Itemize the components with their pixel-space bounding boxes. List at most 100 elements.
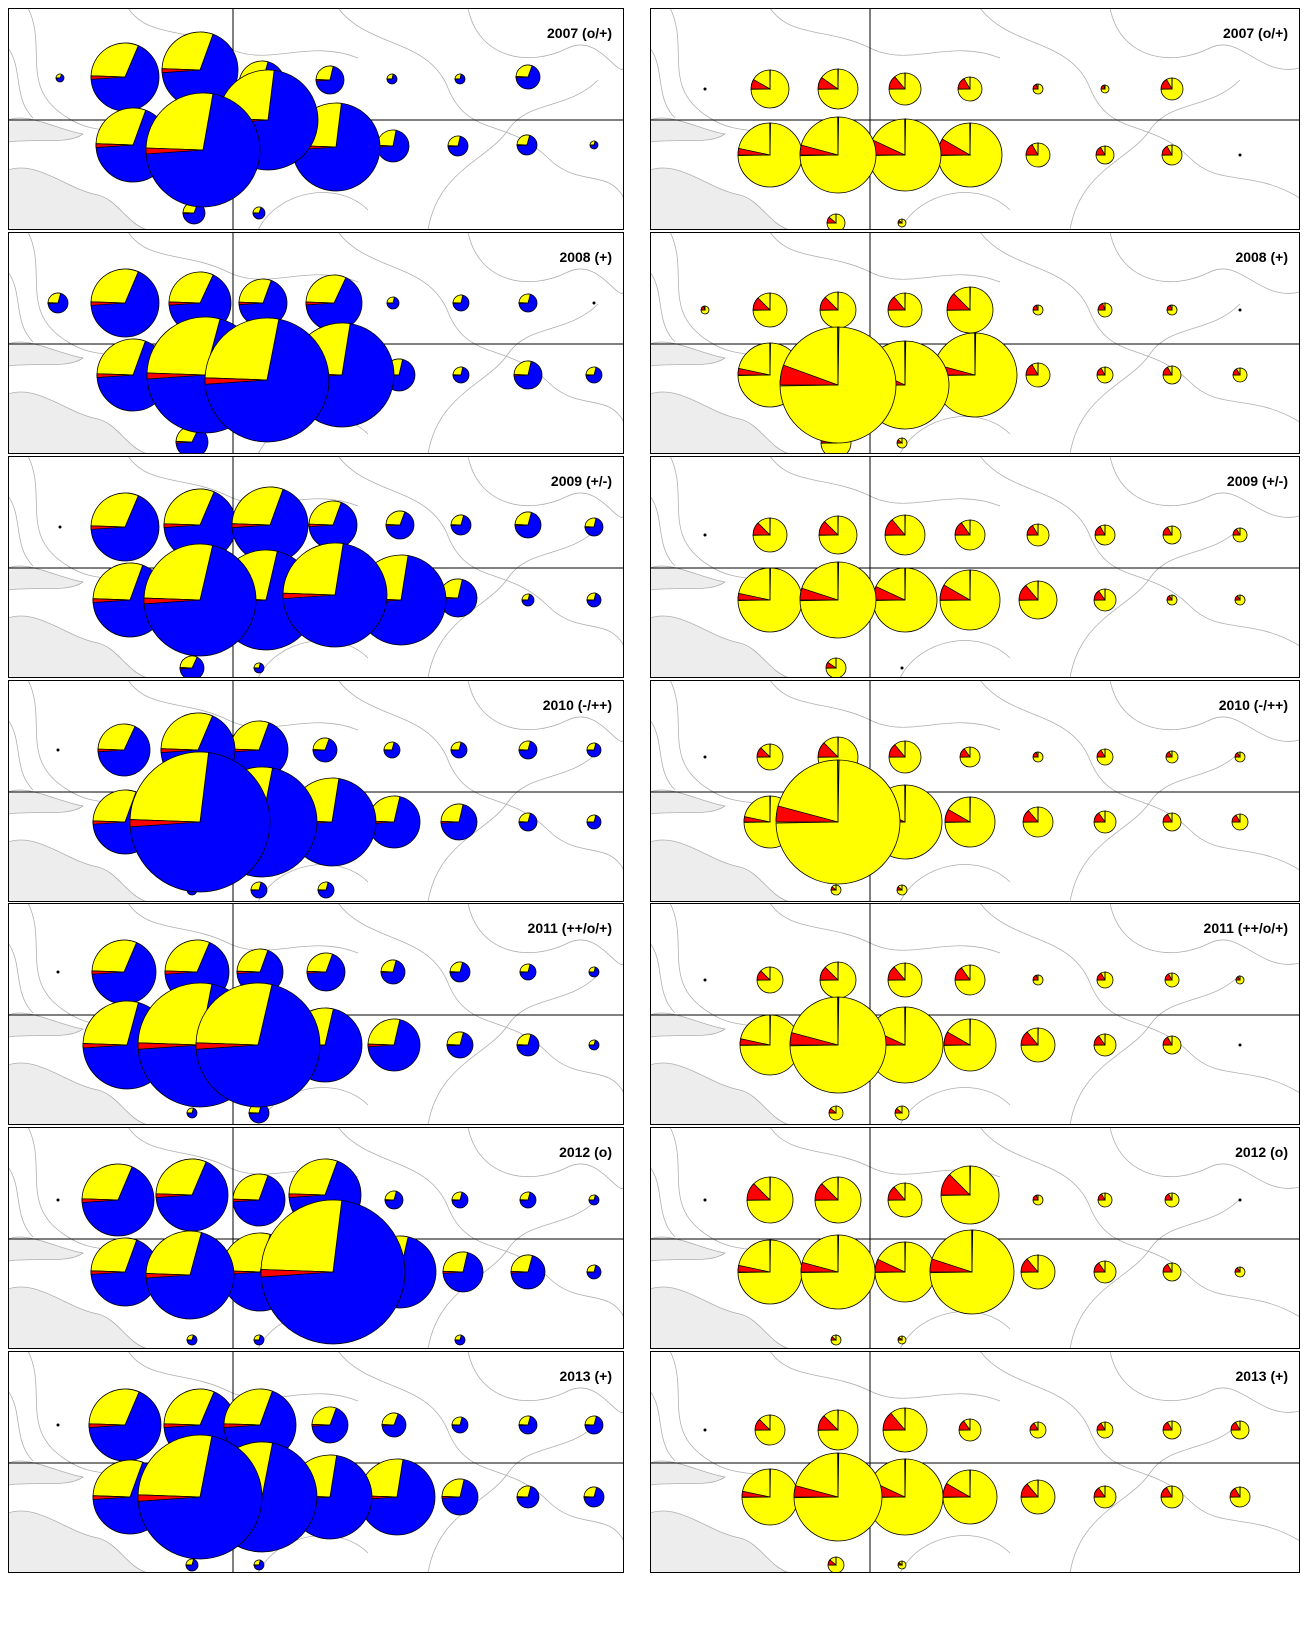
pie-slice-red	[817, 742, 839, 758]
coastline	[1069, 79, 1241, 230]
pie-slice-yellow	[585, 366, 597, 376]
coastline	[979, 456, 1300, 647]
pie-slice-blue	[143, 543, 257, 657]
coastline	[467, 1351, 624, 1413]
pie-slice-red	[887, 1186, 906, 1201]
pie-slice-yellow	[1160, 77, 1184, 101]
pie-slice-yellow	[904, 784, 907, 823]
landmass	[8, 615, 149, 678]
pie-slice-yellow	[937, 122, 1003, 188]
pie-slice-red	[1162, 813, 1173, 823]
pie-glyph	[818, 515, 858, 555]
coastline	[650, 719, 676, 791]
pie-slice-blue	[515, 64, 541, 90]
pie-slice-red	[288, 1193, 326, 1198]
coastline	[1109, 8, 1300, 70]
pie-slice-red	[451, 1199, 461, 1201]
pie-slice-yellow	[1093, 588, 1117, 612]
pie-glyph	[896, 884, 908, 896]
map-panel-left-2: 2009 (+/-)	[8, 456, 624, 678]
pie-slice-yellow	[943, 1018, 997, 1072]
coastline	[467, 232, 624, 294]
pie-glyph	[1097, 302, 1113, 318]
pie-slice-yellow	[586, 814, 597, 823]
coastline	[769, 8, 1001, 59]
pie-slice-yellow	[888, 740, 922, 774]
pie-dot	[56, 748, 60, 752]
map-canvas	[8, 680, 624, 902]
pie-slice-blue	[521, 593, 535, 607]
pie-slice-yellow	[253, 662, 261, 669]
pie-glyph	[887, 962, 923, 998]
pie-slice-red	[944, 808, 972, 823]
pie-glyph	[1093, 1260, 1117, 1284]
pie-slice-red	[1234, 1267, 1241, 1273]
pie-slice-red	[789, 1032, 839, 1046]
pie-slice-red	[752, 297, 771, 311]
pie-glyph	[1165, 750, 1179, 764]
pie-slice-red	[195, 1042, 259, 1050]
pie-slice-yellow	[518, 740, 531, 751]
pie-slice-yellow	[583, 1486, 598, 1498]
pie-glyph	[1018, 580, 1058, 620]
pie-slice-red	[168, 301, 201, 306]
pie-glyph	[252, 206, 266, 220]
pie-glyph	[386, 296, 400, 310]
pie-slice-red	[383, 749, 393, 751]
pie-slice-blue	[291, 102, 381, 192]
pie-glyph	[1093, 588, 1117, 612]
panel-year-label: 2007 (o/+)	[547, 25, 612, 41]
landmass	[650, 565, 727, 591]
coastline	[337, 680, 624, 871]
pie-glyph	[752, 517, 788, 553]
pie-slice-yellow	[288, 1158, 338, 1196]
pie-glyph	[588, 1194, 600, 1206]
map-panel-left-4: 2011 (++/o/+)	[8, 903, 624, 1125]
map-panel-right-3: 2010 (-/++)	[650, 680, 1300, 902]
pie-glyph	[90, 268, 160, 338]
pie-glyph	[897, 1560, 907, 1570]
landmass	[8, 1236, 85, 1262]
pie-slice-red	[380, 971, 394, 974]
pie-glyph	[385, 510, 415, 540]
pie-slice-yellow	[231, 486, 284, 526]
coastline	[979, 232, 1300, 423]
pie-slice-red	[454, 1339, 461, 1341]
pie-glyph	[737, 122, 803, 188]
pie-dot	[703, 1428, 707, 1432]
pie-slice-blue	[452, 366, 470, 384]
coastline	[979, 680, 1300, 871]
pie-slice-red	[238, 301, 264, 306]
pie-glyph	[143, 543, 257, 657]
pie-slice-red	[1100, 84, 1106, 90]
pie-slice-yellow	[168, 271, 214, 304]
pie-slice-red	[888, 744, 906, 758]
pie-slice-yellow	[516, 1033, 532, 1046]
pie-slice-yellow	[1032, 304, 1044, 316]
landmass	[8, 1460, 85, 1486]
map-panel-left-6: 2013 (+)	[8, 1351, 624, 1573]
pie-slice-red	[518, 1424, 529, 1427]
pie-slice-yellow	[971, 1229, 974, 1273]
pie-slice-red	[827, 1559, 838, 1566]
pie-slice-red	[817, 1415, 839, 1431]
pie-slice-red	[897, 1336, 904, 1341]
pie-glyph	[454, 1334, 466, 1346]
pie-glyph	[381, 1412, 407, 1438]
pie-slice-yellow	[519, 1191, 531, 1201]
pie-glyph	[756, 743, 784, 771]
pie-slice-yellow	[163, 488, 215, 526]
pie-slice-red	[1162, 366, 1173, 376]
panel-year-label: 2011 (++/o/+)	[1203, 920, 1288, 936]
coastline	[650, 495, 676, 567]
coastline	[467, 8, 624, 70]
pie-slice-yellow	[584, 517, 597, 528]
pie-glyph	[90, 42, 160, 112]
pie-glyph	[1025, 362, 1051, 388]
pie-glyph	[376, 129, 410, 163]
coastline	[427, 303, 599, 454]
pie-slice-yellow	[1162, 1262, 1182, 1282]
pie-slice-red	[223, 1423, 261, 1428]
pie-glyph	[826, 213, 846, 230]
pie-slice-red	[81, 1198, 119, 1203]
